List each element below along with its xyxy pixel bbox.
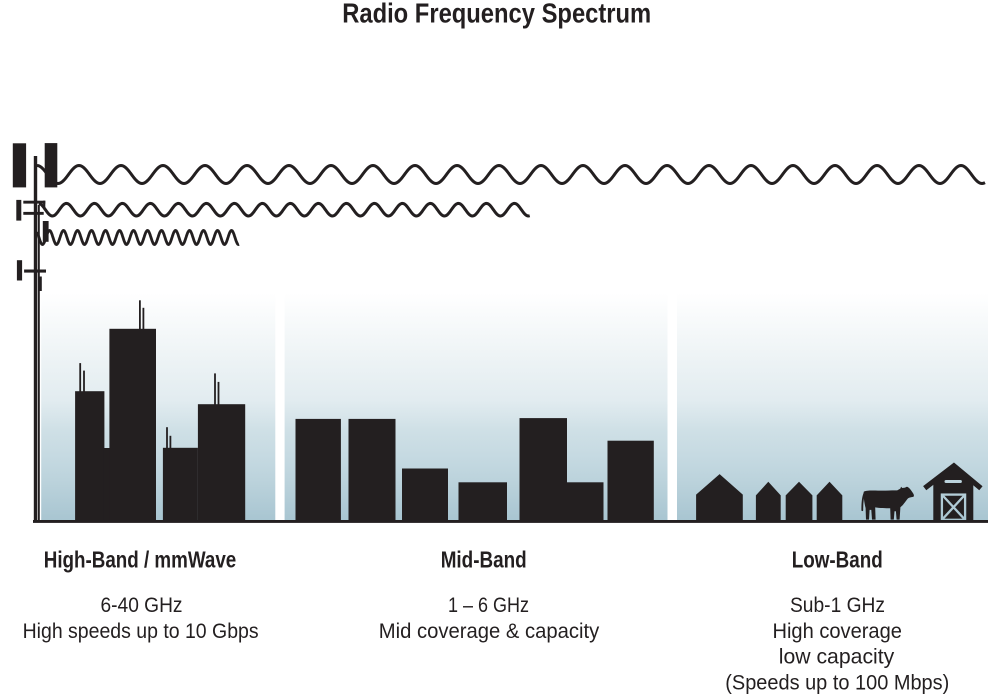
svg-text:low capacity: low capacity	[779, 646, 895, 669]
svg-text:Radio Frequency Spectrum: Radio Frequency Spectrum	[342, 0, 651, 28]
svg-text:Sub-1 GHz: Sub-1 GHz	[790, 594, 885, 617]
svg-text:High-Band / mmWave: High-Band / mmWave	[44, 547, 237, 573]
svg-text:Mid-Band: Mid-Band	[441, 547, 527, 573]
svg-text:High coverage: High coverage	[772, 620, 902, 643]
svg-text:High speeds up to 10 Gbps: High speeds up to 10 Gbps	[23, 620, 259, 643]
svg-text:Mid coverage & capacity: Mid coverage & capacity	[379, 620, 600, 643]
svg-text:(Speeds up to 100 Mbps): (Speeds up to 100 Mbps)	[725, 671, 949, 694]
svg-text:Low-Band: Low-Band	[792, 547, 883, 573]
svg-text:6-40 GHz: 6-40 GHz	[101, 594, 183, 617]
svg-text:1 – 6 GHz: 1 – 6 GHz	[448, 594, 529, 617]
